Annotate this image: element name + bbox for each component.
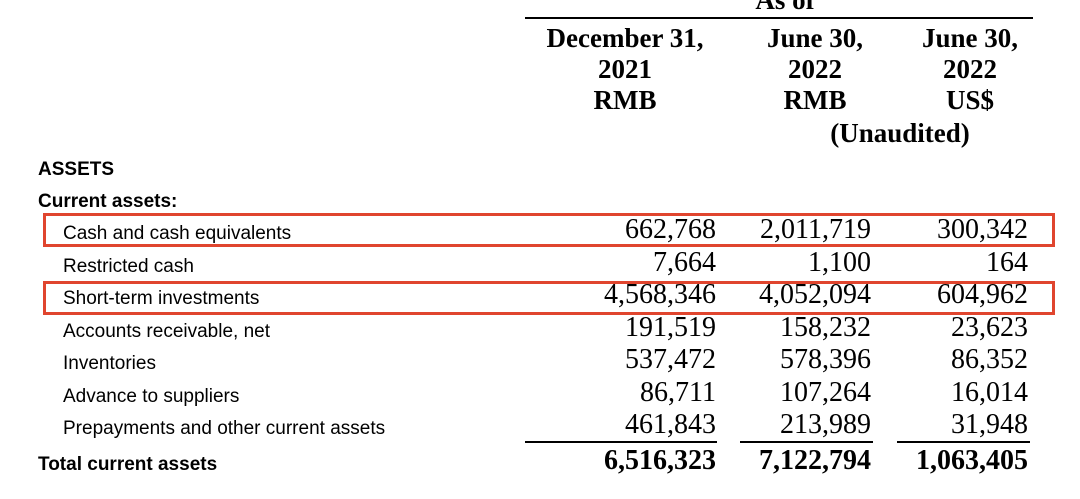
column-header: June 30, — [766, 23, 864, 53]
column-header: December 31, — [546, 23, 704, 53]
cell-value: 578,396 — [780, 344, 871, 375]
section-subtitle: Current assets: — [38, 191, 178, 212]
total-value: 6,516,323 — [604, 445, 716, 476]
cell-value: 107,264 — [780, 376, 871, 408]
row-label: Short-term investments — [63, 288, 260, 309]
column-header: US$ — [945, 85, 995, 115]
row-label: Restricted cash — [63, 255, 194, 277]
cell-value: 662,768 — [625, 214, 716, 245]
column-header: 2022 — [788, 54, 842, 84]
cell-value: 86,711 — [640, 376, 716, 408]
row-label: Inventories — [63, 353, 156, 374]
column-header: RMB — [593, 85, 657, 115]
cell-value: 4,568,346 — [604, 279, 716, 310]
as-of: As of — [755, 0, 815, 15]
total-rule — [897, 441, 1030, 443]
cell-value: 16,014 — [951, 376, 1028, 408]
highlight-box — [43, 281, 1055, 315]
row-label: Advance to suppliers — [63, 385, 240, 407]
row-label: Accounts receivable, net — [63, 320, 271, 342]
cell-value: 213,989 — [780, 409, 871, 440]
column-header: 2022 — [943, 54, 997, 84]
cell-value: 86,352 — [951, 344, 1028, 375]
header-rule — [525, 17, 1033, 19]
total-value: 1,063,405 — [916, 445, 1028, 476]
cell-value: 4,052,094 — [759, 279, 871, 310]
cell-value: 31,948 — [951, 409, 1028, 440]
cell-value: 537,472 — [625, 344, 716, 375]
cell-value: 164 — [986, 246, 1028, 278]
highlight-box — [43, 213, 1055, 247]
cell-value: 158,232 — [780, 311, 871, 343]
row-label: Prepayments and other current assets — [63, 418, 386, 439]
cell-value: 191,519 — [625, 311, 716, 343]
section-title: ASSETS — [38, 159, 115, 180]
cell-value: 461,843 — [625, 409, 716, 440]
total-rule — [740, 441, 873, 443]
row-label: Cash and cash equivalents — [63, 223, 292, 244]
total-label: Total current assets — [38, 454, 218, 475]
cell-value: 604,962 — [937, 279, 1028, 310]
cell-value: 7,664 — [653, 246, 716, 278]
column-header: RMB — [783, 85, 847, 115]
cell-value: 2,011,719 — [760, 214, 871, 245]
unaudited-note: (Unaudited) — [830, 118, 970, 148]
cell-value: 23,623 — [951, 311, 1028, 343]
total-value: 7,122,794 — [759, 445, 871, 476]
cell-value: 300,342 — [937, 214, 1028, 245]
column-header: 2021 — [598, 54, 652, 84]
total-rule — [525, 441, 717, 443]
column-header: June 30, — [921, 23, 1019, 53]
cell-value: 1,100 — [808, 246, 871, 278]
